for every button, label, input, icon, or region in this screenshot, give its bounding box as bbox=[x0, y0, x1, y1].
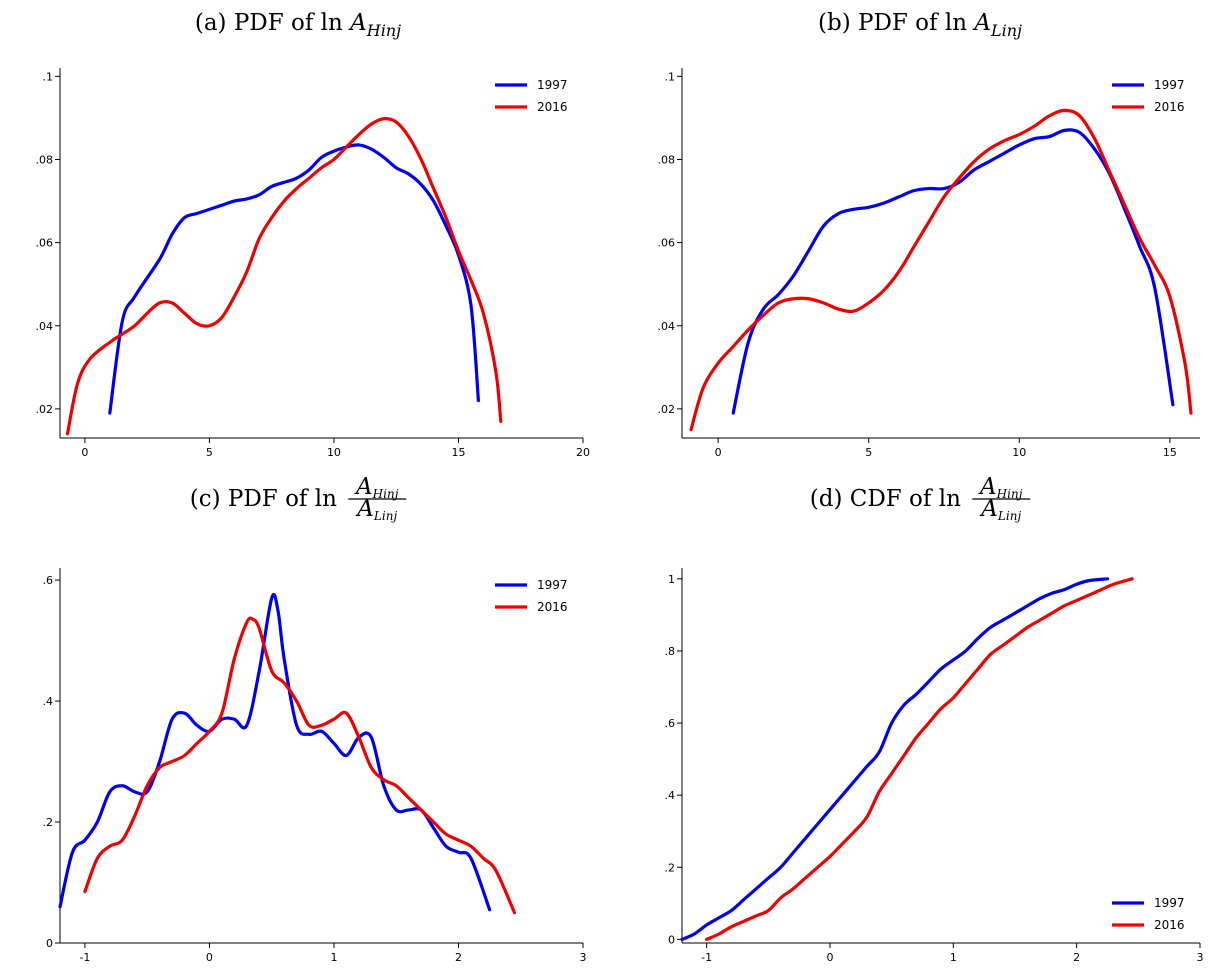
y-tick-label: .2 bbox=[43, 816, 54, 829]
y-tick-label: .6 bbox=[665, 717, 676, 730]
series-line-2016 bbox=[705, 577, 1134, 941]
fraction-denominator: ALinj bbox=[979, 496, 1021, 523]
fraction-numerator-subscript: Hinj bbox=[372, 487, 399, 501]
y-tick-label: .08 bbox=[36, 153, 54, 166]
y-tick-label: .08 bbox=[658, 153, 676, 166]
y-tick-label: .04 bbox=[658, 320, 676, 333]
x-tick-label: 0 bbox=[715, 446, 722, 459]
panel-title: (a) PDF of ln AHinj bbox=[195, 10, 401, 40]
series-line-2016 bbox=[689, 108, 1193, 432]
x-tick-label: -1 bbox=[701, 951, 712, 964]
legend-label-2016: 2016 bbox=[1154, 100, 1185, 114]
series-line-2016 bbox=[83, 616, 517, 915]
legend: 1997 2016 bbox=[1112, 896, 1185, 932]
panel-title-variable: A bbox=[972, 10, 991, 36]
legend-label-1997: 1997 bbox=[1154, 896, 1185, 910]
legend-label-2016: 2016 bbox=[537, 100, 568, 114]
panel-title-subscript: Hinj bbox=[366, 21, 401, 40]
y-tick-label: .6 bbox=[43, 574, 54, 587]
x-tick-label: 15 bbox=[1163, 446, 1177, 459]
y-tick-label: .02 bbox=[658, 403, 676, 416]
fraction-numerator-variable: A bbox=[354, 474, 373, 500]
x-tick-label: 1 bbox=[950, 951, 957, 964]
x-tick-label: 15 bbox=[451, 446, 465, 459]
series-line-1997 bbox=[731, 128, 1175, 415]
x-tick-label: 3 bbox=[580, 951, 587, 964]
y-tick-label: .1 bbox=[665, 70, 676, 83]
legend-label-1997: 1997 bbox=[537, 78, 568, 92]
y-tick-label: 0 bbox=[668, 933, 675, 946]
x-tick-label: 5 bbox=[206, 446, 213, 459]
fraction-denominator-subscript: Linj bbox=[373, 509, 398, 523]
x-tick-label: -1 bbox=[79, 951, 90, 964]
fraction-numerator: AHinj bbox=[354, 474, 399, 501]
series-line-1997 bbox=[108, 143, 480, 415]
fraction-denominator: ALinj bbox=[355, 496, 397, 523]
y-tick-label: .4 bbox=[665, 789, 676, 802]
y-tick-label: 0 bbox=[46, 937, 53, 950]
x-tick-label: 2 bbox=[1073, 951, 1080, 964]
y-tick-label: .04 bbox=[36, 320, 54, 333]
panel-title: (c) PDF of ln bbox=[190, 486, 344, 512]
y-tick-label: .4 bbox=[43, 695, 54, 708]
panel-title-prefix: (b) PDF of ln bbox=[818, 10, 974, 36]
legend-label-2016: 2016 bbox=[537, 600, 568, 614]
chart-panel-2: (b) PDF of ln ALinj 0 5 10 15 .02 .04 .06 .08 .1 1… bbox=[658, 10, 1200, 459]
y-tick-label: .2 bbox=[665, 861, 676, 874]
y-tick-label: .06 bbox=[36, 237, 54, 250]
series-line-1997 bbox=[58, 592, 492, 912]
y-tick-label: .06 bbox=[658, 237, 676, 250]
chart-panel-1: (a) PDF of ln AHinj 0 5 10 15 20 .02 .04 .06 .08.… bbox=[36, 10, 591, 459]
fraction-denominator-variable: A bbox=[355, 496, 374, 522]
x-tick-label: 3 bbox=[1197, 951, 1204, 964]
x-tick-label: 10 bbox=[327, 446, 341, 459]
x-tick-label: 0 bbox=[827, 951, 834, 964]
series-line-1997 bbox=[680, 577, 1110, 941]
x-tick-label: 1 bbox=[330, 951, 337, 964]
y-tick-label: 1 bbox=[668, 573, 675, 586]
panel-title: (d) CDF of ln bbox=[810, 486, 968, 512]
legend: 1997 2016 bbox=[1112, 78, 1185, 114]
y-tick-label: .8 bbox=[665, 645, 676, 658]
fraction-numerator-subscript: Hinj bbox=[996, 487, 1023, 501]
fraction-denominator-subscript: Linj bbox=[997, 509, 1022, 523]
series-line-2016 bbox=[65, 117, 503, 436]
panel-title-prefix: (a) PDF of ln bbox=[195, 10, 350, 36]
legend-label-2016: 2016 bbox=[1154, 918, 1185, 932]
panel-title-subscript: Linj bbox=[990, 21, 1022, 40]
x-tick-label: 10 bbox=[1012, 446, 1026, 459]
panel-title-prefix: (c) PDF of ln bbox=[190, 486, 344, 512]
fraction-denominator-variable: A bbox=[979, 496, 998, 522]
fraction-numerator-variable: A bbox=[978, 474, 997, 500]
legend-label-1997: 1997 bbox=[537, 578, 568, 592]
x-tick-label: 5 bbox=[865, 446, 872, 459]
x-tick-label: 0 bbox=[206, 951, 213, 964]
panel-title-variable: A bbox=[348, 10, 367, 36]
legend-label-1997: 1997 bbox=[1154, 78, 1185, 92]
panel-title: (b) PDF of ln ALinj bbox=[818, 10, 1022, 40]
fraction-numerator: AHinj bbox=[978, 474, 1023, 501]
legend: 1997 2016 bbox=[495, 78, 568, 114]
legend: 1997 2016 bbox=[495, 578, 568, 614]
panel-title-prefix: (d) CDF of ln bbox=[810, 486, 968, 512]
y-tick-label: .1 bbox=[43, 70, 54, 83]
x-tick-label: 20 bbox=[576, 446, 590, 459]
y-tick-label: .02 bbox=[36, 403, 54, 416]
x-tick-label: 0 bbox=[81, 446, 88, 459]
x-tick-label: 2 bbox=[455, 951, 462, 964]
